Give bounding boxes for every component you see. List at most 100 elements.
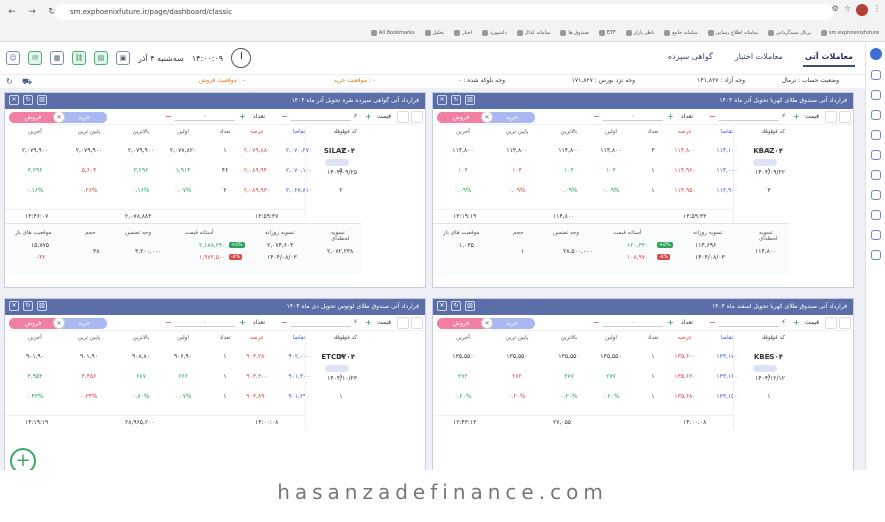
forward-icon[interactable]: →	[28, 7, 36, 17]
bookmark-item[interactable]: سامانه اطلاع رسانی	[707, 30, 758, 36]
refresh-icon[interactable]: ↻	[23, 301, 33, 311]
toggle-icon[interactable]	[397, 111, 409, 123]
price-minus-button[interactable]: −	[709, 112, 716, 121]
bookmark-item[interactable]: اخبار	[454, 30, 472, 36]
symbol-code[interactable]: ETCDY۰۴	[321, 353, 355, 361]
bookmark-item[interactable]: سامانه جامع	[664, 30, 698, 36]
clear-icon[interactable]: ✕	[53, 112, 65, 123]
app-logo-icon[interactable]	[869, 48, 882, 60]
sidebar-report-icon[interactable]	[870, 150, 881, 160]
bookmark-item[interactable]: صندوق ها	[560, 30, 589, 36]
sidebar-watch-icon[interactable]	[870, 90, 881, 100]
symbol-code[interactable]: KBAZ۰۴	[753, 147, 783, 155]
bolt-icon[interactable]: ⚡	[781, 318, 786, 326]
bookmark-item[interactable]: تحلیل	[424, 30, 444, 36]
back-icon[interactable]: ←	[8, 7, 16, 17]
tab-main-0[interactable]: معاملات آتی	[802, 48, 855, 67]
qty-input[interactable]: ۰	[175, 319, 235, 327]
user-icon[interactable]: ☺	[6, 51, 20, 65]
qty-input[interactable]: ۰	[603, 113, 663, 121]
buy-button[interactable]: خرید	[489, 318, 535, 329]
sidebar-grid-icon[interactable]	[870, 110, 881, 120]
sidebar-wallet-icon[interactable]	[870, 130, 881, 140]
message-icon[interactable]: ✉	[28, 51, 42, 65]
price-input[interactable]	[719, 113, 779, 121]
toggle-icon[interactable]	[411, 111, 423, 123]
extensions-icon[interactable]: ⚙	[831, 4, 839, 13]
buy-button[interactable]: خرید	[61, 318, 107, 329]
clear-icon[interactable]: ✕	[481, 318, 493, 329]
buy-sell-toggle[interactable]: فروش خرید ✕	[9, 112, 107, 123]
menu-icon[interactable]: ⋮	[873, 4, 881, 13]
sidebar-doc-icon[interactable]	[870, 210, 881, 220]
bookmark-item[interactable]: ناظر بازار	[625, 30, 654, 36]
sidebar-settings-icon[interactable]	[870, 250, 881, 260]
qty-minus-button[interactable]: −	[165, 318, 172, 327]
bookmark-item[interactable]: سامانه کدال	[516, 30, 550, 36]
bookmark-item[interactable]: داشبورد	[482, 30, 507, 36]
price-minus-button[interactable]: −	[281, 318, 288, 327]
bolt-icon[interactable]: ⚡	[353, 318, 358, 326]
chart-icon[interactable]: ▥	[465, 301, 475, 311]
close-icon[interactable]: ✕	[437, 95, 447, 105]
sell-button[interactable]: فروش	[9, 318, 57, 329]
chart-icon[interactable]: ▥	[37, 95, 47, 105]
qty-plus-button[interactable]: +	[239, 318, 246, 327]
sell-button[interactable]: فروش	[437, 112, 485, 123]
sidebar-calc-icon[interactable]	[870, 190, 881, 200]
link-icon[interactable]: ⛓	[72, 51, 86, 65]
qty-plus-button[interactable]: +	[667, 318, 674, 327]
close-icon[interactable]: ✕	[9, 301, 19, 311]
refresh-icon[interactable]: ↻	[6, 77, 13, 86]
price-input[interactable]	[291, 319, 351, 327]
calendar-icon[interactable]: ▣	[116, 51, 130, 65]
refresh-icon[interactable]: ↻	[23, 95, 33, 105]
symbol-code[interactable]: SILAZ۰۴	[323, 147, 355, 155]
buy-sell-toggle[interactable]: فروش خرید ✕	[9, 318, 107, 329]
sell-button[interactable]: فروش	[9, 112, 57, 123]
clear-icon[interactable]: ✕	[53, 318, 65, 329]
price-plus-button[interactable]: +	[365, 318, 372, 327]
bookmark-item[interactable]: پرتال سبدگردانی	[767, 30, 811, 36]
qty-minus-button[interactable]: −	[593, 318, 600, 327]
toggle-icon[interactable]	[839, 317, 851, 329]
tab-main-1[interactable]: معاملات اختیار	[734, 52, 783, 61]
price-plus-button[interactable]: +	[365, 112, 372, 121]
chart-icon[interactable]: ▥	[37, 301, 47, 311]
toggle-icon[interactable]	[825, 111, 837, 123]
sidebar-news-icon[interactable]	[870, 170, 881, 180]
bolt-icon[interactable]: ⚡	[353, 112, 358, 120]
cart-icon[interactable]: ⛟	[22, 77, 33, 86]
refresh-icon[interactable]: ↻	[451, 95, 461, 105]
sell-button[interactable]: فروش	[437, 318, 485, 329]
refresh-icon[interactable]: ↻	[451, 301, 461, 311]
toggle-icon[interactable]	[825, 317, 837, 329]
bookmark-item[interactable]: sm.exphoenixfuture	[820, 30, 879, 36]
price-minus-button[interactable]: −	[709, 318, 716, 327]
qty-plus-button[interactable]: +	[239, 112, 246, 121]
buy-sell-toggle[interactable]: فروش خرید ✕	[437, 318, 535, 329]
buy-button[interactable]: خرید	[61, 112, 107, 123]
bookmark-item[interactable]: All Bookmarks	[370, 30, 415, 36]
qty-minus-button[interactable]: −	[593, 112, 600, 121]
toggle-icon[interactable]	[397, 317, 409, 329]
toggle-icon[interactable]	[839, 111, 851, 123]
tab-main-2[interactable]: گواهی سپرده	[667, 52, 713, 61]
qty-input[interactable]: ۰	[603, 319, 663, 327]
toggle-icon[interactable]	[411, 317, 423, 329]
sidebar-message-icon[interactable]	[870, 230, 881, 240]
clear-icon[interactable]: ✕	[481, 112, 493, 123]
layout-icon[interactable]: ▤	[94, 51, 108, 65]
url-bar[interactable]: sm.exphoenixfuture.ir/page/dashboard/cla…	[54, 4, 834, 20]
qty-minus-button[interactable]: −	[165, 112, 172, 121]
profile-avatar[interactable]: M	[856, 4, 868, 16]
close-icon[interactable]: ✕	[9, 95, 19, 105]
price-input[interactable]	[719, 319, 779, 327]
star-icon[interactable]: ☆	[843, 4, 851, 13]
chart-icon[interactable]: ▥	[465, 95, 475, 105]
calculator-icon[interactable]: ▦	[50, 51, 64, 65]
close-icon[interactable]: ✕	[437, 301, 447, 311]
symbol-code[interactable]: KBES۰۴	[753, 353, 783, 361]
price-input[interactable]	[291, 113, 351, 121]
buy-button[interactable]: خرید	[489, 112, 535, 123]
